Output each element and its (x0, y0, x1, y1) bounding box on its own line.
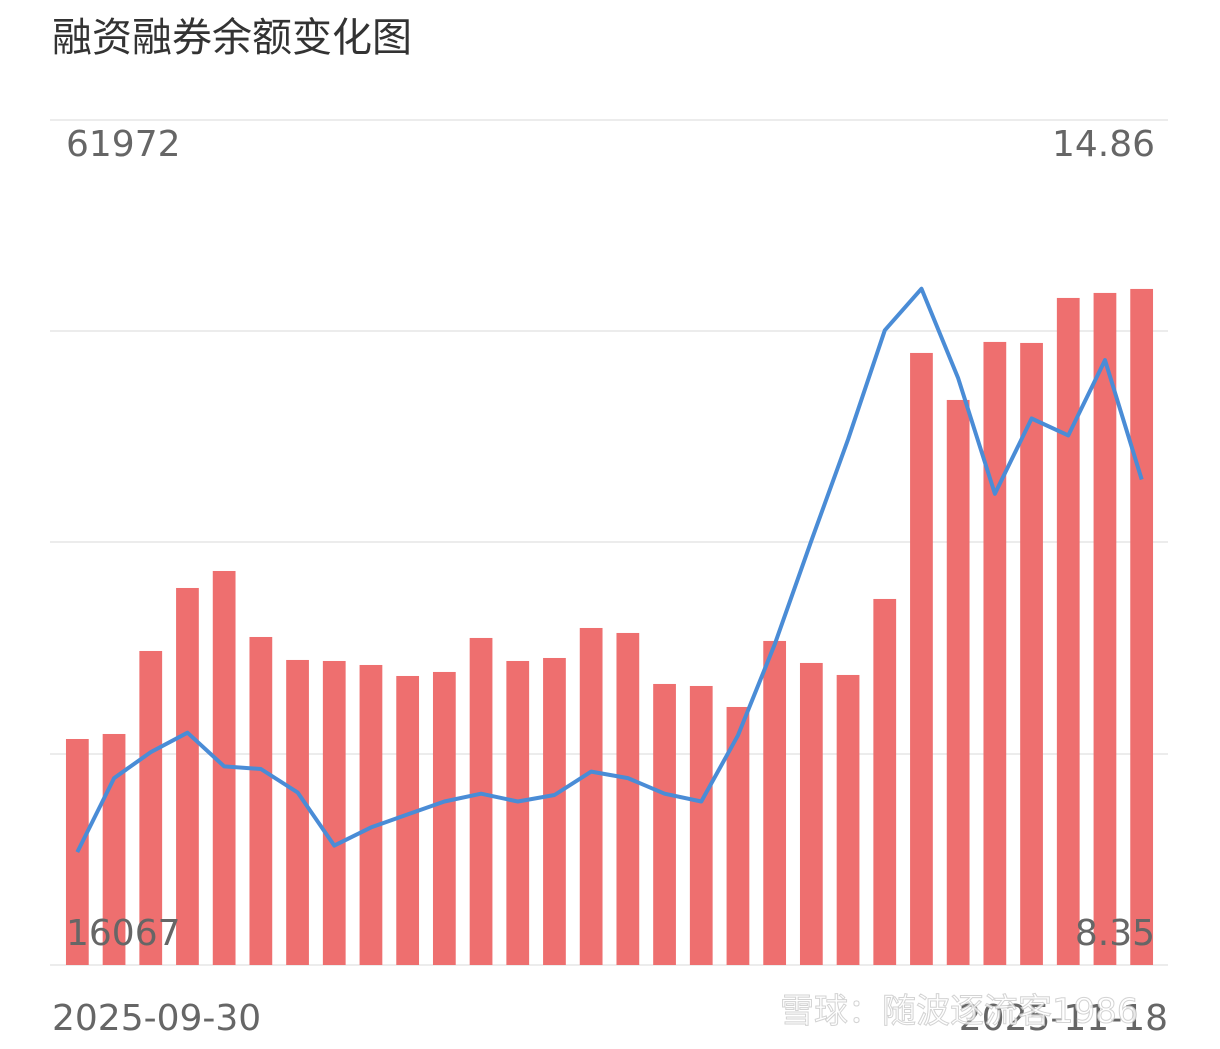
watermark: 雪球：随波逐流客1986 (780, 992, 1139, 1032)
bar (249, 636, 273, 965)
grid-decor (50, 330, 1168, 755)
bar (910, 352, 933, 965)
y-tick-label: 61972 (66, 124, 181, 165)
bar (359, 664, 383, 965)
chart-title: 融资融券余额变化图 (52, 15, 412, 61)
bar (139, 650, 163, 965)
bar (176, 587, 199, 965)
bar (543, 657, 566, 965)
bar (799, 662, 823, 965)
bar (726, 706, 750, 965)
bar (689, 685, 713, 965)
y2-tick-label: 14.86 (1052, 124, 1155, 165)
plot (50, 119, 1168, 966)
bar (873, 598, 897, 965)
bar (1020, 342, 1043, 965)
bar (506, 660, 530, 965)
x-tick-label: 2025-09-30 (52, 998, 261, 1039)
y2-tick-label: 8.35 (1075, 913, 1155, 954)
bar (616, 632, 640, 965)
line (75, 286, 1144, 853)
bar (579, 627, 603, 965)
bar (322, 660, 346, 965)
bar (836, 674, 860, 965)
bar (946, 399, 970, 965)
bar (396, 675, 420, 965)
bar (469, 637, 493, 965)
x-tick-label: 2025-11-18 (959, 998, 1168, 1039)
bar (653, 683, 676, 965)
bar (1130, 288, 1154, 965)
bar (432, 671, 456, 965)
bar (286, 659, 309, 965)
y-tick-label: 16067 (66, 913, 181, 954)
bar (1056, 297, 1080, 966)
bar (983, 341, 1007, 966)
labels: 16067 61972 8.35 14.86 2025-09-30 2025-11-18 (52, 124, 1168, 1039)
bar (763, 640, 787, 965)
bar (1093, 292, 1117, 965)
